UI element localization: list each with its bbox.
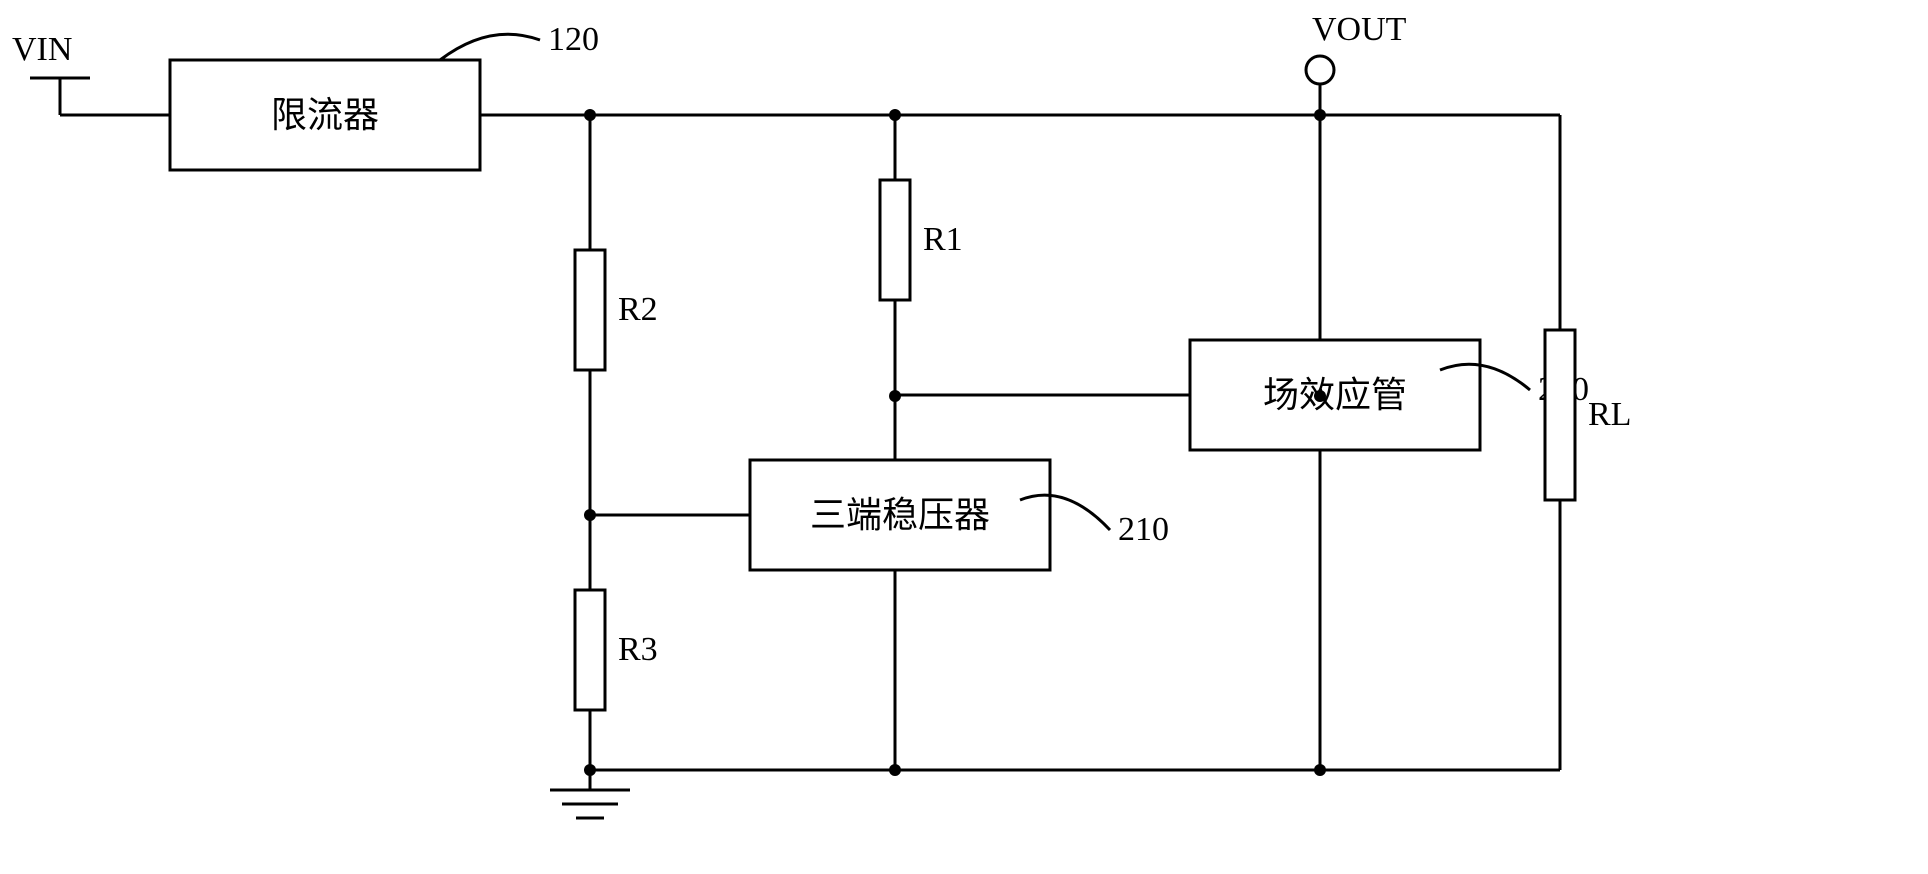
rl-label: RL xyxy=(1588,396,1631,433)
junction-dot xyxy=(584,509,596,521)
vin-label: VIN xyxy=(12,31,72,68)
r2-label: R2 xyxy=(618,291,658,328)
vout-label: VOUT xyxy=(1312,11,1407,48)
block-fet-label: 场效应管 xyxy=(1263,375,1407,415)
ref-limiter: 120 xyxy=(548,21,599,58)
resistor-R2 xyxy=(575,250,605,370)
vout-terminal xyxy=(1306,56,1334,84)
leader-limiter xyxy=(440,34,540,60)
junction-dot xyxy=(889,764,901,776)
junction-dot xyxy=(1314,109,1326,121)
resistor-RL xyxy=(1545,330,1575,500)
r3-label: R3 xyxy=(618,631,658,668)
block-regulator-label: 三端稳压器 xyxy=(810,495,990,535)
block-limiter-label: 限流器 xyxy=(271,95,379,135)
junction-dot xyxy=(1314,390,1326,402)
junction-dot xyxy=(889,109,901,121)
r1-label: R1 xyxy=(923,221,963,258)
junction-dot xyxy=(584,109,596,121)
junction-dot xyxy=(889,390,901,402)
resistor-R1 xyxy=(880,180,910,300)
ref-regulator: 210 xyxy=(1118,511,1169,548)
junction-dot xyxy=(1314,764,1326,776)
resistor-R3 xyxy=(575,590,605,710)
